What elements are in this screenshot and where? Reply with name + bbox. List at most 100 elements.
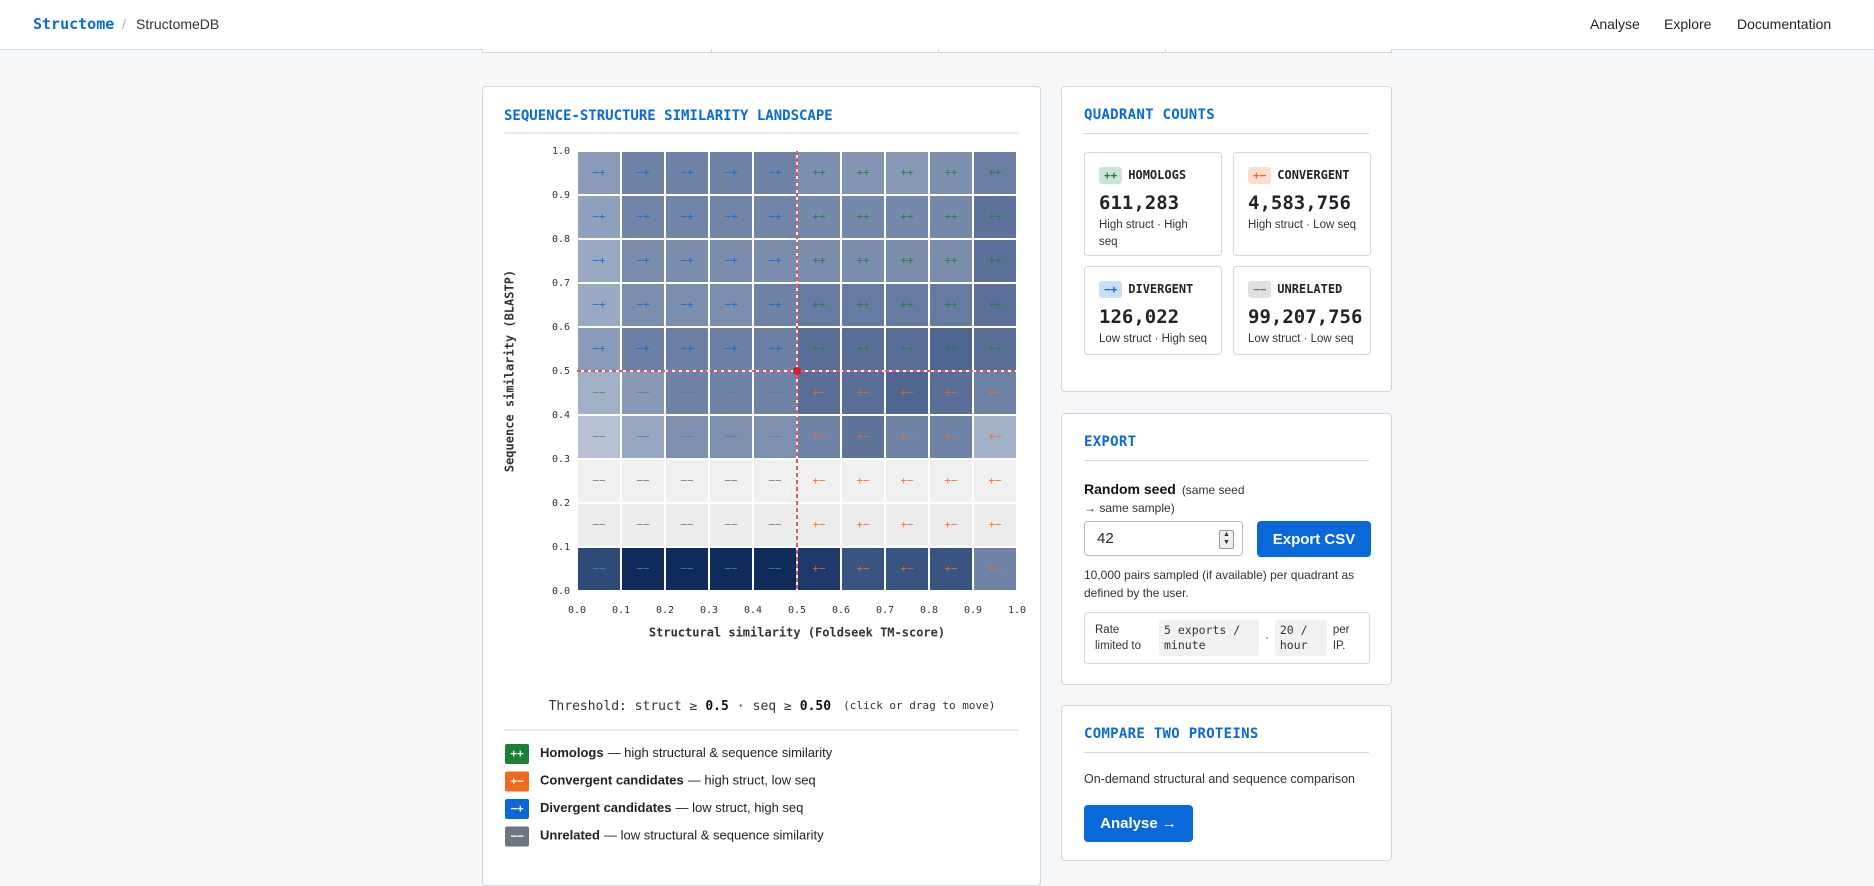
heatmap-cell	[972, 414, 1018, 460]
y-tick-label: 0.9	[552, 190, 570, 201]
divider	[938, 49, 939, 53]
heatmap-cell	[884, 502, 930, 548]
compare-card: COMPARE TWO PROTEINS On-demand structura…	[1061, 705, 1392, 861]
nav-link[interactable]: Analyse	[1590, 16, 1640, 32]
heatmap-cell	[752, 326, 798, 372]
quadrant-description: High struct · Low seq	[1248, 219, 1357, 231]
cell-glyph: −−	[680, 386, 694, 399]
export-button[interactable]: Export CSV	[1257, 521, 1371, 557]
x-tick-label: 0.0	[568, 605, 586, 616]
rate-chip: 5 exports / minute	[1159, 620, 1259, 656]
app-name[interactable]: StructomeDB	[136, 16, 220, 32]
cell-glyph: ++	[900, 210, 914, 223]
quadrant-description: High struct · High seq	[1099, 219, 1188, 248]
heatmap-cell	[576, 502, 622, 548]
cell-glyph: +−	[856, 562, 870, 575]
spinner[interactable]: ▲ ▼	[1219, 530, 1234, 549]
rule	[1084, 133, 1369, 134]
analyse-button[interactable]: Analyse →	[1084, 805, 1193, 842]
cell-glyph: ++	[900, 342, 914, 355]
seed-label: Random seed	[1084, 481, 1176, 497]
heatmap-cell	[884, 370, 930, 416]
previous-panel	[482, 49, 1392, 53]
top-bar: Structome / StructomeDB Analyse Explore …	[0, 0, 1874, 50]
y-tick-label: 0.1	[552, 542, 570, 553]
cell-glyph: ++	[900, 166, 914, 179]
cell-glyph: −+	[592, 254, 606, 267]
cell-glyph: ++	[988, 210, 1002, 223]
cell-glyph: −−	[592, 518, 606, 531]
cell-glyph: −−	[592, 386, 606, 399]
heatmap-cell	[576, 458, 622, 504]
y-tick-label: 0.3	[552, 454, 570, 465]
threshold-readout: Threshold: struct ≥ 0.5 · seq ≥ 0.50 (click o…	[549, 699, 996, 714]
heatmap-cell	[752, 414, 798, 460]
cell-glyph: ++	[900, 254, 914, 267]
threshold-handle[interactable]	[793, 367, 801, 375]
legend-description: — high struct, low seq	[688, 773, 816, 788]
y-axis-label: Sequence similarity (BLASTP)	[503, 270, 517, 472]
seed-input[interactable]: 42 ▲ ▼	[1084, 521, 1243, 556]
cell-glyph: +−	[988, 518, 1002, 531]
cell-glyph: −+	[724, 342, 738, 355]
cell-glyph: ++	[812, 210, 826, 223]
heatmap-cell	[972, 370, 1018, 416]
cell-glyph: −−	[680, 430, 694, 443]
cell-glyph: −−	[724, 430, 738, 443]
cell-glyph: −+	[768, 210, 782, 223]
count-card-head: −− UNRELATED	[1248, 280, 1356, 298]
cell-glyph: −−	[636, 386, 650, 399]
cell-glyph: ++	[856, 342, 870, 355]
cell-glyph: +−	[856, 430, 870, 443]
card-title: COMPARE TWO PROTEINS	[1084, 726, 1259, 742]
cell-glyph: +−	[856, 474, 870, 487]
cell-glyph: −−	[724, 518, 738, 531]
cell-glyph: −+	[680, 210, 694, 223]
heatmap-cell	[972, 458, 1018, 504]
heatmap-cell	[972, 502, 1018, 548]
cell-glyph: +−	[988, 474, 1002, 487]
cell-glyph: −+	[636, 342, 650, 355]
counts-card: QUADRANT COUNTS ++ HOMOLOGS 611,283 High st…	[1061, 86, 1392, 392]
heatmap-cell	[928, 546, 974, 592]
cell-glyph: +−	[856, 386, 870, 399]
legend-symbol: +−	[510, 775, 524, 788]
cell-glyph: −+	[724, 298, 738, 311]
cell-glyph: −+	[680, 254, 694, 267]
heatmap-cell	[884, 282, 930, 328]
y-tick-label: 0.4	[552, 410, 570, 421]
card-title: EXPORT	[1084, 434, 1137, 450]
count-card-head: −+ DIVERGENT	[1099, 280, 1207, 298]
seed-hint: (same seed → same sample)	[1084, 483, 1245, 515]
heatmap-cell	[884, 458, 930, 504]
nav-link[interactable]: Documentation	[1737, 16, 1832, 32]
y-tick-label: 0.5	[552, 366, 570, 377]
cell-glyph: ++	[812, 254, 826, 267]
cell-glyph: +−	[988, 562, 1002, 575]
divider	[711, 49, 712, 53]
heatmap-cell	[928, 458, 974, 504]
brand[interactable]: Structome	[33, 15, 115, 33]
quadrant-name: HOMOLOGS	[1128, 168, 1187, 182]
cell-glyph: −+	[680, 342, 694, 355]
heatmap-cell	[884, 150, 930, 196]
cell-glyph: −−	[768, 430, 782, 443]
cell-glyph: −+	[592, 210, 606, 223]
cell-glyph: ++	[812, 166, 826, 179]
nav-link[interactable]: Explore	[1664, 16, 1712, 32]
heatmap-cell	[972, 238, 1018, 284]
quadrant-count: 99,207,756	[1248, 306, 1363, 328]
legend-name: Divergent candidates	[540, 800, 672, 815]
cell-glyph: −+	[768, 298, 782, 311]
chart-title: SEQUENCE-STRUCTURE SIMILARITY LANDSCAPE	[504, 108, 833, 124]
heatmap-cell	[664, 238, 710, 284]
y-tick-label: 0.8	[552, 234, 570, 245]
rule	[1084, 460, 1369, 461]
heatmap-cell	[796, 282, 842, 328]
cell-glyph: −+	[636, 298, 650, 311]
legend-symbol: −+	[510, 802, 524, 815]
seed-label-block: Random seed (same seed → same sample)	[1084, 480, 1254, 517]
quadrant-name: CONVERGENT	[1277, 168, 1350, 182]
breadcrumb-separator: /	[122, 16, 126, 32]
